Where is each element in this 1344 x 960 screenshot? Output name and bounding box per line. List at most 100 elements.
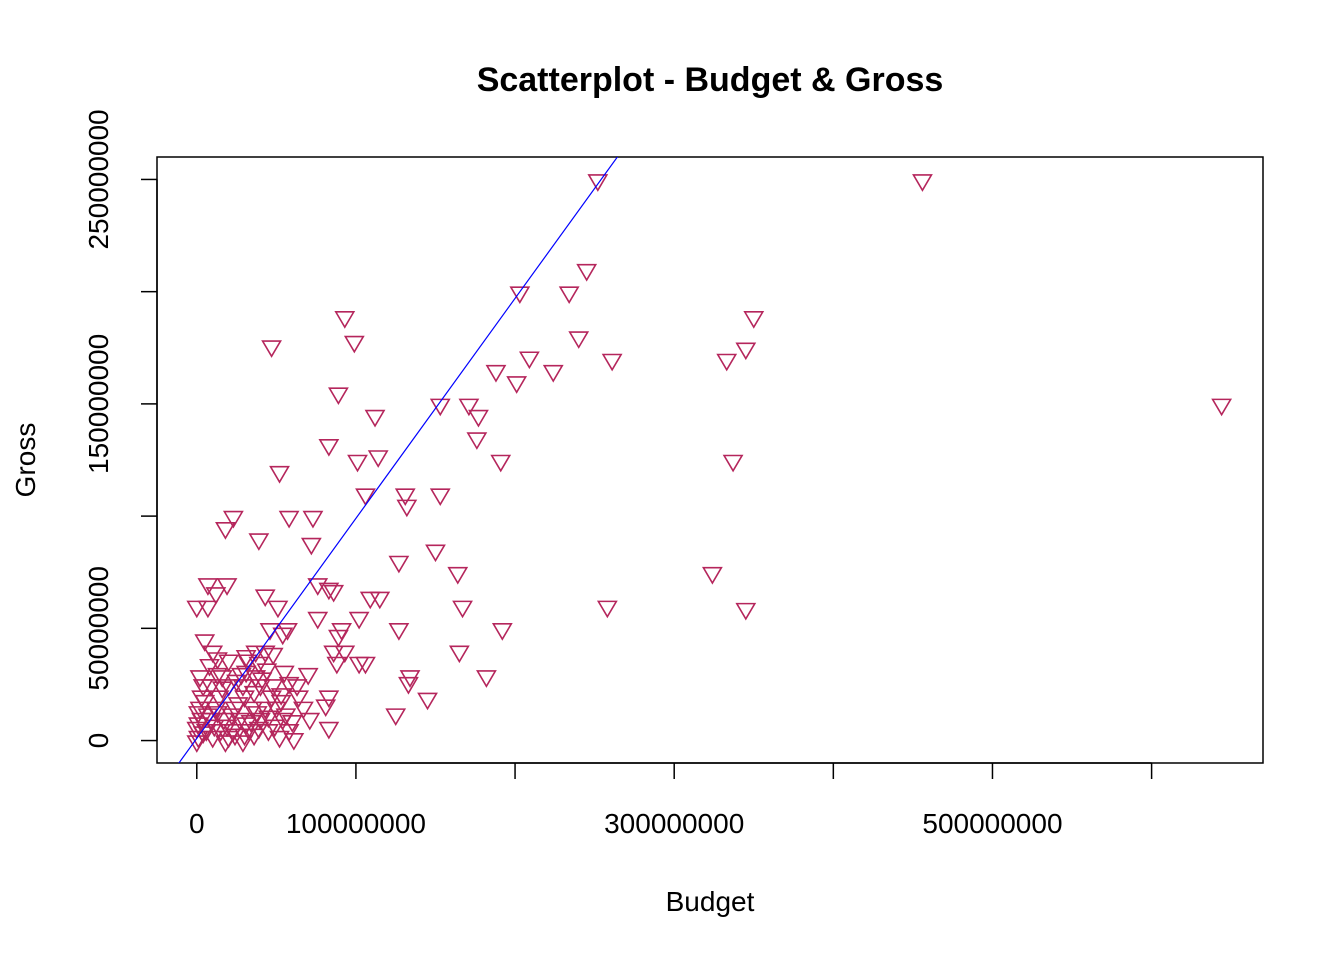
data-point bbox=[452, 600, 473, 619]
data-point bbox=[448, 645, 470, 664]
data-point bbox=[328, 629, 349, 648]
x-axis: 0 100000000 300000000 500000000 bbox=[189, 762, 1153, 839]
data-point bbox=[417, 692, 438, 711]
data-point bbox=[318, 690, 340, 709]
data-point bbox=[518, 351, 540, 370]
data-point bbox=[194, 634, 216, 652]
data-point bbox=[348, 656, 370, 675]
data-point bbox=[254, 701, 276, 720]
data-point bbox=[355, 488, 376, 507]
data-point bbox=[207, 667, 228, 686]
data-point bbox=[429, 488, 451, 507]
data-point bbox=[318, 582, 340, 601]
data-point bbox=[735, 602, 757, 621]
data-point bbox=[277, 623, 298, 641]
data-point bbox=[743, 311, 765, 329]
data-point bbox=[509, 286, 531, 305]
data-point bbox=[205, 587, 227, 605]
data-point bbox=[262, 679, 284, 697]
data-point bbox=[189, 670, 211, 688]
data-point bbox=[716, 353, 738, 372]
data-point bbox=[468, 409, 489, 428]
data-point bbox=[318, 721, 340, 740]
data-point bbox=[399, 670, 421, 688]
data-point bbox=[476, 670, 497, 688]
data-point bbox=[240, 715, 262, 733]
data-point bbox=[328, 387, 349, 406]
data-point bbox=[261, 690, 282, 709]
data-point bbox=[197, 578, 219, 596]
data-point bbox=[254, 645, 276, 664]
data-point bbox=[218, 654, 240, 673]
data-point bbox=[215, 522, 236, 540]
data-point bbox=[300, 537, 322, 556]
data-point bbox=[466, 432, 488, 450]
data-point bbox=[355, 656, 376, 675]
data-point bbox=[226, 674, 247, 693]
data-point bbox=[254, 589, 276, 608]
data-point bbox=[568, 331, 590, 349]
data-point bbox=[267, 600, 289, 619]
data-point bbox=[211, 670, 233, 688]
data-point bbox=[269, 730, 290, 749]
data-point bbox=[315, 699, 337, 718]
data-point bbox=[506, 376, 528, 394]
data-point bbox=[318, 438, 340, 457]
y-tick-label: 50000000 bbox=[83, 566, 114, 691]
data-point bbox=[297, 667, 319, 686]
data-point bbox=[587, 174, 609, 192]
data-point bbox=[243, 685, 265, 704]
data-point bbox=[722, 454, 744, 473]
data-point bbox=[269, 465, 290, 484]
data-point bbox=[490, 454, 512, 473]
data-point bbox=[1211, 398, 1233, 417]
data-point bbox=[334, 311, 356, 329]
data-point bbox=[447, 566, 469, 585]
data-point bbox=[256, 663, 278, 682]
data-point bbox=[347, 454, 368, 473]
data-point bbox=[343, 335, 365, 354]
data-point bbox=[248, 533, 270, 551]
data-point bbox=[388, 555, 410, 574]
data-point bbox=[235, 649, 257, 668]
data-point bbox=[385, 708, 407, 726]
data-point bbox=[278, 510, 300, 529]
data-point bbox=[245, 670, 267, 688]
data-point bbox=[216, 719, 238, 738]
data-point bbox=[293, 701, 314, 720]
plot-area-frame bbox=[156, 156, 1264, 764]
data-point bbox=[281, 715, 303, 733]
y-tick-label: 0 bbox=[83, 733, 114, 749]
data-point bbox=[491, 623, 513, 641]
data-point bbox=[270, 694, 292, 713]
data-point bbox=[197, 600, 219, 619]
data-point bbox=[596, 600, 618, 619]
data-point bbox=[264, 719, 286, 738]
data-point bbox=[187, 730, 209, 749]
data-point bbox=[200, 679, 222, 697]
data-point bbox=[278, 724, 300, 742]
data-point bbox=[348, 611, 370, 630]
x-tick-label: 300000000 bbox=[604, 808, 744, 839]
data-point bbox=[272, 627, 294, 646]
data-point bbox=[216, 578, 238, 596]
data-point bbox=[735, 342, 757, 361]
data-point bbox=[299, 712, 321, 731]
data-point bbox=[367, 450, 389, 468]
data-point bbox=[278, 676, 300, 695]
x-tick-label: 0 bbox=[189, 808, 205, 839]
data-point bbox=[323, 645, 345, 664]
data-point bbox=[186, 600, 208, 619]
data-point bbox=[262, 647, 284, 666]
data-point bbox=[425, 544, 446, 563]
data-point bbox=[576, 263, 598, 282]
y-tick-label: 250000000 bbox=[83, 109, 114, 249]
x-tick-label: 500000000 bbox=[922, 808, 1062, 839]
data-point bbox=[207, 706, 228, 724]
chart-title: Scatterplot - Budget & Gross bbox=[477, 61, 944, 99]
data-point bbox=[235, 717, 257, 735]
data-point bbox=[302, 510, 324, 529]
data-point bbox=[601, 353, 623, 372]
x-tick-label: 100000000 bbox=[286, 808, 426, 839]
data-point bbox=[912, 174, 933, 192]
